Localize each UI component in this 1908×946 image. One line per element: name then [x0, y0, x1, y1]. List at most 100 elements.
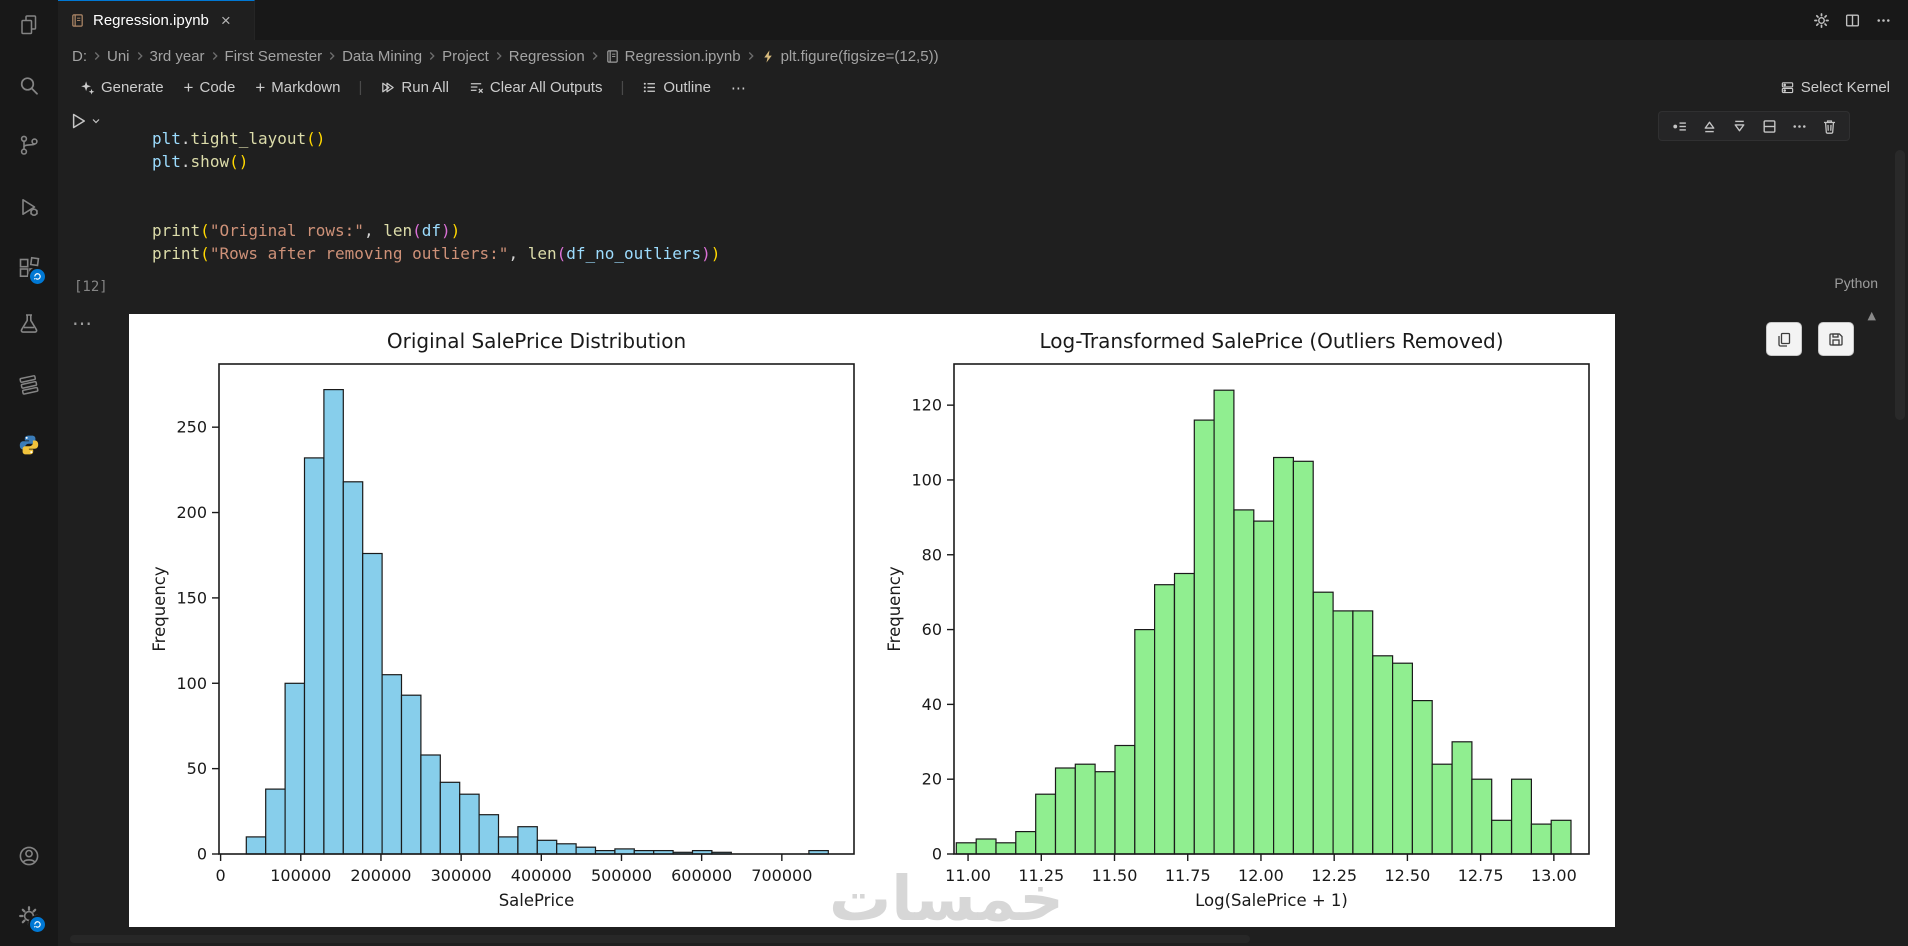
- execution-count: [12]: [74, 279, 108, 295]
- kernel-icon: [1781, 82, 1793, 94]
- code-line[interactable]: [152, 173, 720, 196]
- vertical-scrollbar[interactable]: [1895, 150, 1905, 420]
- cell-language-picker[interactable]: Python: [1834, 275, 1878, 291]
- save-output-button[interactable]: [1818, 322, 1854, 356]
- svg-text:50: 50: [187, 759, 207, 778]
- breadcrumb-item[interactable]: First Semester: [224, 47, 323, 65]
- svg-text:12.00: 12.00: [1238, 866, 1284, 885]
- select-kernel-button[interactable]: Select Kernel: [1772, 76, 1908, 99]
- svg-text:200000: 200000: [350, 866, 411, 885]
- save-icon: [1829, 333, 1843, 346]
- settings-sync-badge: [28, 915, 47, 934]
- testing-beaker-icon[interactable]: [17, 312, 41, 336]
- split-cell-icon[interactable]: [1757, 115, 1781, 137]
- svg-text:11.00: 11.00: [945, 866, 991, 885]
- output-gutter-ellipsis[interactable]: ⋯: [72, 313, 93, 335]
- chevron-right-icon: [492, 49, 506, 63]
- notebook-layout-gear-icon[interactable]: [1813, 12, 1830, 29]
- code-line[interactable]: print("Original rows:", len(df)): [152, 221, 461, 240]
- source-control-icon[interactable]: [17, 133, 41, 157]
- breadcrumb-item[interactable]: Regression: [508, 47, 585, 65]
- matplotlib-figure: 0 100000 200000 300000 400000 500000 600000 700…: [129, 314, 1615, 918]
- run-below-icon[interactable]: [1727, 115, 1751, 137]
- explorer-icon[interactable]: [17, 13, 41, 37]
- svg-text:100: 100: [176, 674, 207, 693]
- histogram-original-saleprice: 0 100000 200000 300000 400000 500000 600000 700…: [150, 329, 855, 910]
- python-icon[interactable]: [17, 433, 41, 457]
- svg-text:700000: 700000: [751, 866, 812, 885]
- svg-text:400000: 400000: [511, 866, 572, 885]
- split-editor-icon[interactable]: [1844, 12, 1861, 29]
- notebook-editor: plt.tight_layout() plt.show() print("Orig…: [58, 103, 1908, 946]
- chevron-right-icon: [588, 49, 602, 63]
- copy-output-button[interactable]: [1766, 322, 1802, 356]
- tab-regression-ipynb[interactable]: Regression.ipynb ×: [58, 0, 255, 40]
- run-cell-button[interactable]: [68, 111, 102, 131]
- run-all-button[interactable]: Run All: [372, 76, 457, 99]
- svg-text:Frequency: Frequency: [885, 566, 904, 651]
- histogram-log-saleprice: 11.00 11.25 11.50 11.75 12.00 12.25 12.50 12.75…: [885, 329, 1590, 910]
- svg-text:Frequency: Frequency: [150, 566, 169, 651]
- run-icon: [72, 113, 85, 129]
- svg-text:150: 150: [176, 588, 207, 607]
- notebook-toolbar: Generate + Code + Markdown | Run All Cle…: [58, 72, 1908, 104]
- code-line[interactable]: plt.tight_layout(): [152, 129, 326, 148]
- clear-all-icon: [470, 83, 483, 94]
- svg-text:0: 0: [932, 845, 942, 864]
- generate-button[interactable]: Generate: [72, 76, 172, 99]
- run-above-icon[interactable]: [1697, 115, 1721, 137]
- add-icon: +: [183, 78, 194, 97]
- svg-text:Log-Transformed SalePrice (Out: Log-Transformed SalePrice (Outliers Remo…: [1039, 329, 1503, 353]
- svg-text:11.25: 11.25: [1018, 866, 1064, 885]
- cell-symbol-icon: [761, 49, 776, 64]
- code-block[interactable]: plt.tight_layout() plt.show() print("Orig…: [152, 127, 720, 265]
- breadcrumb-item[interactable]: Regression.ipynb: [605, 48, 741, 65]
- toolbar-divider: |: [620, 79, 625, 96]
- svg-text:500000: 500000: [591, 866, 652, 885]
- toolbar-divider: |: [358, 79, 363, 96]
- chevron-right-icon: [744, 49, 758, 63]
- chevron-right-icon: [90, 49, 104, 63]
- code-line[interactable]: [152, 196, 720, 219]
- delete-cell-icon[interactable]: [1817, 115, 1841, 137]
- svg-text:250: 250: [176, 418, 207, 437]
- toolbar-more-button[interactable]: ⋯: [723, 76, 755, 100]
- run-and-debug-icon[interactable]: [17, 195, 41, 219]
- svg-text:SalePrice: SalePrice: [499, 891, 575, 910]
- more-actions-icon[interactable]: [1875, 12, 1892, 29]
- add-icon: +: [255, 78, 266, 97]
- cell-more-actions-icon[interactable]: [1787, 115, 1811, 137]
- breadcrumb-item[interactable]: Data Mining: [342, 47, 423, 65]
- code-line[interactable]: plt.show(): [152, 152, 249, 171]
- editor-title-actions: [1813, 0, 1908, 40]
- close-icon[interactable]: ×: [220, 11, 231, 30]
- breadcrumb-item[interactable]: D:: [72, 47, 87, 65]
- run-all-icon: [382, 82, 395, 93]
- add-code-button[interactable]: + Code: [183, 78, 236, 97]
- add-markdown-button[interactable]: + Markdown: [255, 78, 341, 97]
- svg-text:Log(SalePrice + 1): Log(SalePrice + 1): [1195, 891, 1348, 910]
- activity-bar: [0, 0, 58, 946]
- library-stack-icon[interactable]: [17, 373, 41, 397]
- account-icon[interactable]: [17, 844, 41, 868]
- settings-gear-icon[interactable]: [17, 904, 47, 934]
- breadcrumb-item[interactable]: Uni: [107, 47, 130, 65]
- chevron-right-icon: [425, 49, 439, 63]
- chevron-right-icon: [133, 49, 147, 63]
- clear-all-outputs-button[interactable]: Clear All Outputs: [461, 76, 611, 99]
- search-icon[interactable]: [17, 74, 41, 98]
- svg-text:0: 0: [216, 866, 226, 885]
- horizontal-scrollbar[interactable]: [70, 935, 1250, 943]
- cell-toolbar: [1658, 111, 1850, 141]
- breadcrumb-item[interactable]: plt.figure(figsize=(12,5)): [761, 48, 939, 65]
- run-by-line-icon[interactable]: [1667, 115, 1691, 137]
- extensions-icon[interactable]: [17, 256, 47, 286]
- breadcrumb-item[interactable]: Project: [442, 47, 489, 65]
- outline-button[interactable]: Outline: [634, 76, 719, 99]
- ellipsis-icon: ⋯: [730, 79, 747, 97]
- svg-text:Original SalePrice Distributio: Original SalePrice Distribution: [387, 329, 686, 353]
- svg-text:12.25: 12.25: [1311, 866, 1357, 885]
- breadcrumb-item[interactable]: 3rd year: [149, 47, 205, 65]
- code-line[interactable]: print("Rows after removing outliers:", l…: [152, 244, 721, 263]
